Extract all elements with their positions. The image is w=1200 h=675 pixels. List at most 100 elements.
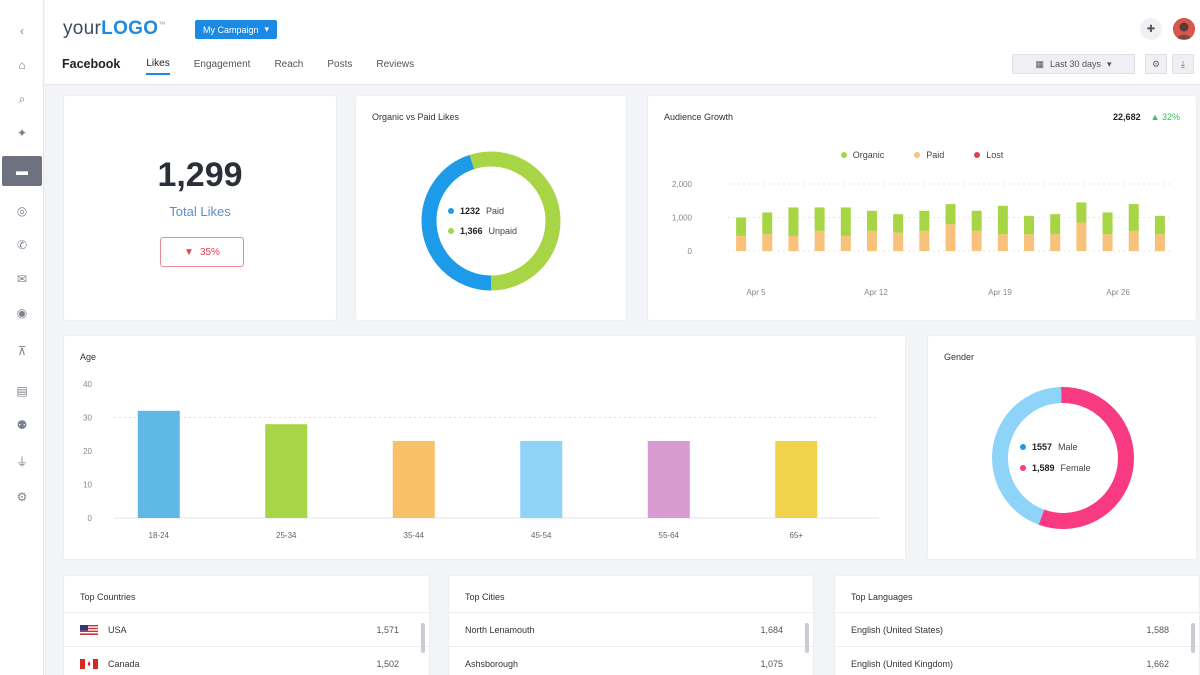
megaphone-icon[interactable]: ✦ xyxy=(16,126,28,140)
search-icon[interactable]: ⌕ xyxy=(18,91,26,106)
user-icon[interactable]: ⚉ xyxy=(16,418,28,432)
table-row[interactable]: Canada 1,502 xyxy=(64,646,429,675)
organic-bar xyxy=(1024,215,1035,235)
chevron-down-icon: ▾ xyxy=(264,24,270,34)
organic-bar xyxy=(1154,215,1165,235)
country-name: USA xyxy=(108,625,127,635)
paid-bar xyxy=(814,230,825,251)
city-value: 1,684 xyxy=(760,625,783,635)
card-title: Audience Growth xyxy=(664,112,734,122)
female-legend: 1,589 Female xyxy=(1020,463,1091,473)
y-tick-label: 0 xyxy=(688,247,693,256)
chevron-left-icon[interactable]: ‹ xyxy=(20,24,24,38)
delta-value: 35% xyxy=(199,246,220,258)
top-cities-card: Top Cities North Lenamouth 1,684 Ashsbor… xyxy=(448,575,814,675)
growth-total: 22,682 xyxy=(1113,112,1141,122)
x-tick-label: Apr 19 xyxy=(988,288,1012,297)
x-tick-label: Apr 12 xyxy=(864,288,888,297)
download-button[interactable]: ⤓ xyxy=(1172,54,1194,74)
x-tick-label: 65+ xyxy=(789,531,803,540)
settings-button[interactable]: ⚙ xyxy=(1145,54,1167,74)
female-slice xyxy=(992,387,1134,529)
table-row[interactable]: English (United States) 1,588 xyxy=(835,612,1199,646)
legend-dot xyxy=(448,208,454,214)
table-row[interactable]: USA 1,571 xyxy=(64,612,429,646)
scrollbar[interactable] xyxy=(421,623,425,653)
unpaid-legend: 1,366 Unpaid xyxy=(448,226,517,236)
organic-bar xyxy=(1050,214,1061,235)
paid-bar xyxy=(997,234,1008,251)
tab-reach[interactable]: Reach xyxy=(274,58,304,70)
language-value: 1,662 xyxy=(1146,659,1169,669)
country-name: Canada xyxy=(108,659,140,669)
male-legend: 1557 Male xyxy=(1020,442,1078,452)
notifications-icon[interactable]: ✚ xyxy=(1140,18,1162,40)
legend-organic: Organic xyxy=(840,150,884,160)
age-chart: 40 30 20 10 0 18-24 25-34 35-44 45-54 55-64 65+ xyxy=(83,380,879,540)
cart-icon[interactable]: ⊼ xyxy=(17,344,27,358)
settings-icon[interactable]: ⚙ xyxy=(16,490,28,504)
phone-icon[interactable]: ✆ xyxy=(16,238,28,252)
plug-icon[interactable]: ⏚ xyxy=(15,454,28,469)
x-tick-label: Apr 5 xyxy=(746,288,766,297)
avatar[interactable] xyxy=(1173,18,1195,40)
table-row[interactable]: North Lenamouth 1,684 xyxy=(449,612,813,646)
x-tick-label: 25-34 xyxy=(276,531,297,540)
campaign-dropdown[interactable]: My Campaign ▾ xyxy=(195,20,278,39)
organic-bar xyxy=(866,210,877,231)
scrollbar[interactable] xyxy=(805,623,809,653)
city-value: 1,075 xyxy=(760,659,783,669)
language-name: English (United States) xyxy=(851,625,944,635)
unpaid-slice xyxy=(421,151,561,291)
x-tick-label: 18-24 xyxy=(149,531,170,540)
growth-change: ▲ 32% xyxy=(1150,112,1180,122)
canada-flag-icon xyxy=(80,659,98,669)
top-languages-card: Top Languages English (United States) 1,… xyxy=(834,575,1200,675)
mail-icon[interactable]: ✉ xyxy=(16,272,28,286)
download-icon: ⤓ xyxy=(1181,58,1185,69)
card-title: Top Cities xyxy=(465,592,505,602)
delta-badge: ▼ 35% xyxy=(160,237,244,267)
building-icon[interactable]: ▤ xyxy=(16,384,28,398)
campaign-label: My Campaign xyxy=(203,24,259,35)
tab-posts[interactable]: Posts xyxy=(327,58,353,70)
city-name: Ashsborough xyxy=(465,659,519,669)
paid-bar xyxy=(1024,234,1035,251)
y-tick-label: 30 xyxy=(83,414,92,423)
table-row[interactable]: Ashsborough 1,075 xyxy=(449,646,813,675)
gender-donut xyxy=(992,387,1134,529)
legend-dot xyxy=(1020,465,1026,471)
paid-bar xyxy=(1102,234,1113,251)
target-icon[interactable]: ◎ xyxy=(16,204,28,218)
date-range-label: Last 30 days xyxy=(1049,59,1102,69)
total-likes-label: Total Likes xyxy=(169,204,231,219)
x-tick-label: Apr 26 xyxy=(1106,288,1130,297)
dashboard-icon[interactable]: ⌂ xyxy=(18,58,26,72)
tab-engagement[interactable]: Engagement xyxy=(193,58,251,70)
paid-legend: 1232 Paid xyxy=(448,206,504,216)
date-range-dropdown[interactable]: ▦ Last 30 days ▾ xyxy=(1012,54,1135,74)
legend-dot xyxy=(448,228,454,234)
y-tick-label: 0 xyxy=(88,514,93,523)
top-countries-card: Top Countries USA 1,571 Canada 1,502 xyxy=(63,575,430,675)
us-flag-icon xyxy=(80,625,98,635)
y-tick-label: 20 xyxy=(83,447,92,456)
location-icon[interactable]: ◉ xyxy=(16,306,28,320)
organic-bar xyxy=(1128,204,1139,231)
audience-growth-card: Audience Growth 22,682 ▲ 32% Organic Pai… xyxy=(647,95,1197,321)
table-row[interactable]: English (United Kingdom) 1,662 xyxy=(835,646,1199,675)
card-title: Age xyxy=(80,352,97,362)
tab-likes[interactable]: Likes xyxy=(146,58,170,75)
organic-bar xyxy=(788,207,799,236)
country-value: 1,571 xyxy=(376,625,399,635)
chat-icon[interactable]: ▬ xyxy=(2,156,42,186)
scrollbar[interactable] xyxy=(1191,623,1195,653)
legend-paid: Paid xyxy=(914,150,944,160)
tab-reviews[interactable]: Reviews xyxy=(376,58,415,70)
card-title: Gender xyxy=(944,352,975,362)
card-title: Organic vs Paid Likes xyxy=(372,112,460,122)
age-bar xyxy=(392,440,435,518)
paid-bar xyxy=(788,235,799,251)
audience-growth-chart: 2,000 1,000 0 Apr 5 Apr 12 Apr 19 Apr 26 xyxy=(672,180,1173,297)
header: yourLOGO™ My Campaign ▾ ✚ Facebook Likes… xyxy=(45,0,1200,85)
